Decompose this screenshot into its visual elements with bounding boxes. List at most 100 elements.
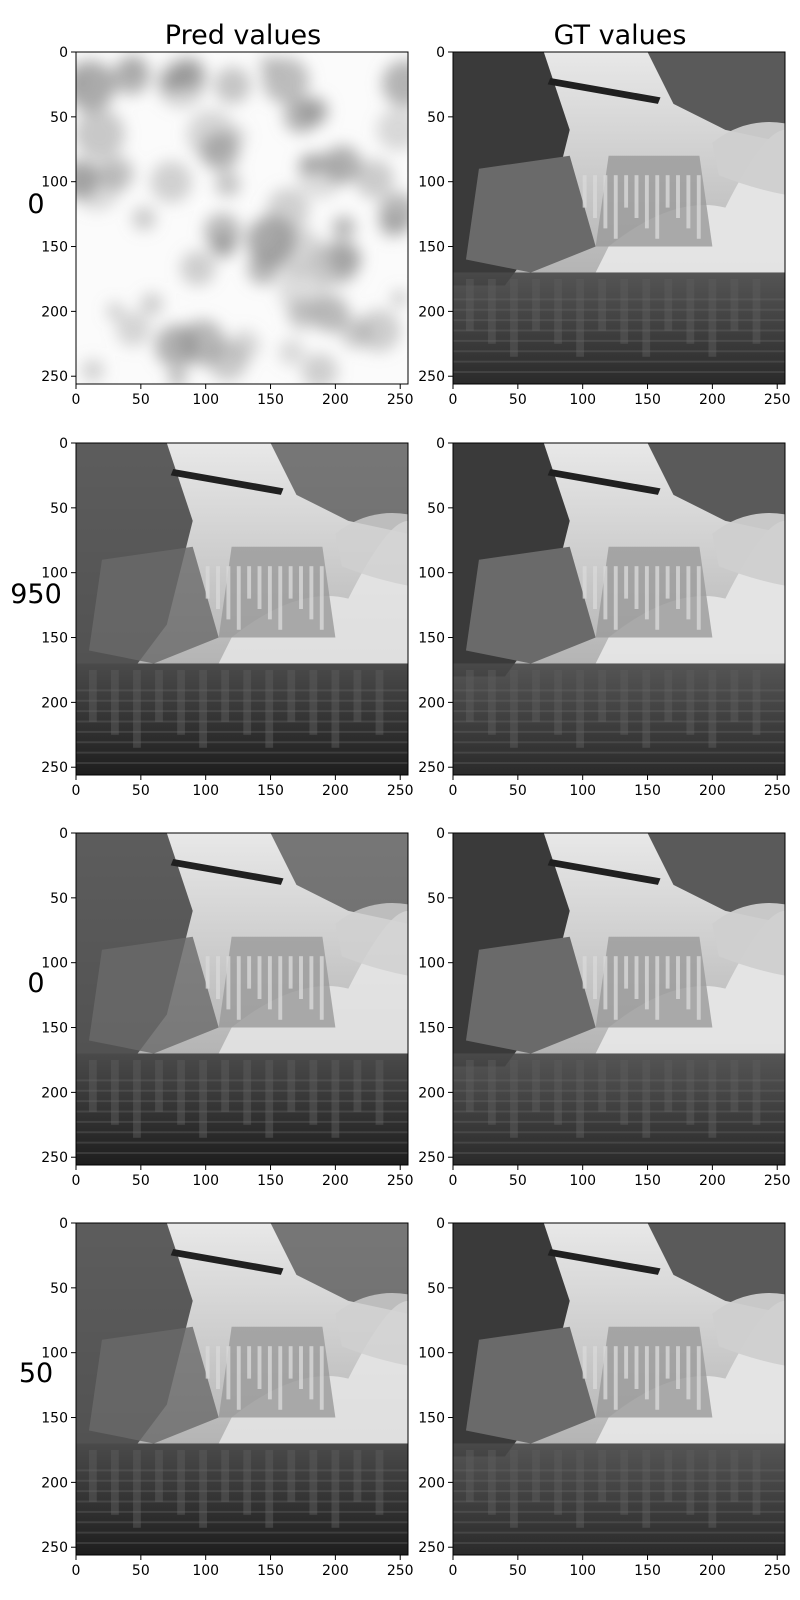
panel-frame [452, 51, 786, 385]
x-tick-label: 0 [449, 1563, 458, 1579]
y-tick-label: 200 [41, 1085, 68, 1101]
x-tick-label: 50 [132, 392, 150, 408]
y-tick-label: 200 [41, 1475, 68, 1491]
y-tick-label: 50 [427, 1281, 445, 1297]
x-tick-label: 50 [132, 1173, 150, 1189]
y-tick-label: 150 [418, 240, 445, 256]
row-label-4: 50 [19, 1358, 53, 1389]
row-label-1: 0 [27, 189, 44, 220]
panel-image [76, 1223, 408, 1555]
y-tick-label: 150 [41, 240, 68, 256]
x-tick-label: 250 [387, 1173, 414, 1189]
x-tick-label: 100 [569, 1563, 596, 1579]
x-tick-label: 100 [569, 392, 596, 408]
y-tick-label: 100 [41, 1346, 68, 1362]
y-tick-label: 0 [436, 1216, 445, 1232]
x-tick-label: 150 [634, 392, 661, 408]
x-tick-label: 0 [72, 1173, 81, 1189]
panel-image [453, 52, 785, 384]
x-tick-label: 250 [387, 392, 414, 408]
y-tick-label: 150 [41, 1021, 68, 1037]
x-tick-label: 200 [699, 783, 726, 799]
x-tick-label: 150 [257, 783, 284, 799]
row-label-2: 950 [10, 579, 62, 610]
y-tick-label: 100 [418, 566, 445, 582]
x-tick-label: 0 [449, 783, 458, 799]
y-tick-label: 0 [59, 436, 68, 452]
panel-frame [75, 1222, 409, 1556]
panel-image [76, 833, 408, 1165]
y-tick-label: 150 [41, 1411, 68, 1427]
y-tick-label: 50 [427, 891, 445, 907]
panel-image [76, 443, 408, 775]
y-tick-label: 150 [418, 1411, 445, 1427]
panel-frame [452, 1222, 786, 1556]
x-tick-label: 0 [449, 1173, 458, 1189]
panel-frame [75, 51, 409, 385]
x-tick-label: 200 [322, 1563, 349, 1579]
x-tick-label: 150 [257, 392, 284, 408]
x-tick-label: 250 [764, 783, 791, 799]
x-tick-label: 150 [634, 1173, 661, 1189]
y-tick-label: 200 [418, 1475, 445, 1491]
x-tick-label: 50 [132, 1563, 150, 1579]
x-tick-label: 50 [509, 783, 527, 799]
column-title-pred: Pred values [165, 20, 321, 51]
y-tick-label: 0 [436, 436, 445, 452]
x-tick-label: 150 [634, 1563, 661, 1579]
y-tick-label: 250 [41, 1150, 68, 1166]
x-tick-label: 0 [449, 392, 458, 408]
y-tick-label: 200 [41, 695, 68, 711]
panel-frame [75, 832, 409, 1166]
x-tick-label: 250 [764, 392, 791, 408]
y-tick-label: 150 [418, 631, 445, 647]
x-tick-label: 0 [72, 783, 81, 799]
y-tick-label: 100 [41, 956, 68, 972]
x-tick-label: 200 [322, 1173, 349, 1189]
x-tick-label: 50 [509, 1173, 527, 1189]
x-tick-label: 150 [257, 1563, 284, 1579]
y-tick-label: 250 [41, 1540, 68, 1556]
y-tick-label: 200 [418, 304, 445, 320]
x-tick-label: 0 [72, 392, 81, 408]
x-tick-label: 100 [569, 1173, 596, 1189]
y-tick-label: 200 [418, 1085, 445, 1101]
y-tick-label: 50 [50, 110, 68, 126]
y-tick-label: 0 [59, 1216, 68, 1232]
y-tick-label: 50 [427, 501, 445, 517]
x-tick-label: 200 [699, 1563, 726, 1579]
y-tick-label: 100 [418, 175, 445, 191]
y-tick-label: 100 [418, 956, 445, 972]
y-tick-label: 100 [418, 1346, 445, 1362]
y-tick-label: 150 [41, 631, 68, 647]
x-tick-label: 200 [322, 783, 349, 799]
y-tick-label: 0 [59, 826, 68, 842]
x-tick-label: 250 [764, 1563, 791, 1579]
x-tick-label: 200 [322, 392, 349, 408]
y-tick-label: 50 [50, 891, 68, 907]
panel-image [453, 443, 785, 775]
y-tick-label: 250 [418, 1540, 445, 1556]
column-title-gt: GT values [554, 20, 687, 51]
x-tick-label: 50 [509, 392, 527, 408]
panel-image [453, 1223, 785, 1555]
y-tick-label: 50 [427, 110, 445, 126]
x-tick-label: 100 [192, 1563, 219, 1579]
y-tick-label: 250 [418, 760, 445, 776]
panel-image [76, 52, 408, 384]
y-tick-label: 100 [41, 566, 68, 582]
x-tick-label: 100 [192, 783, 219, 799]
x-tick-label: 200 [699, 1173, 726, 1189]
y-tick-label: 50 [50, 501, 68, 517]
panel-frame [452, 442, 786, 776]
y-tick-label: 250 [41, 760, 68, 776]
x-tick-label: 50 [132, 783, 150, 799]
x-tick-label: 100 [192, 392, 219, 408]
panel-image [453, 833, 785, 1165]
y-tick-label: 0 [436, 826, 445, 842]
x-tick-label: 200 [699, 392, 726, 408]
x-tick-label: 250 [387, 783, 414, 799]
y-tick-label: 200 [41, 304, 68, 320]
panel-frame [75, 442, 409, 776]
